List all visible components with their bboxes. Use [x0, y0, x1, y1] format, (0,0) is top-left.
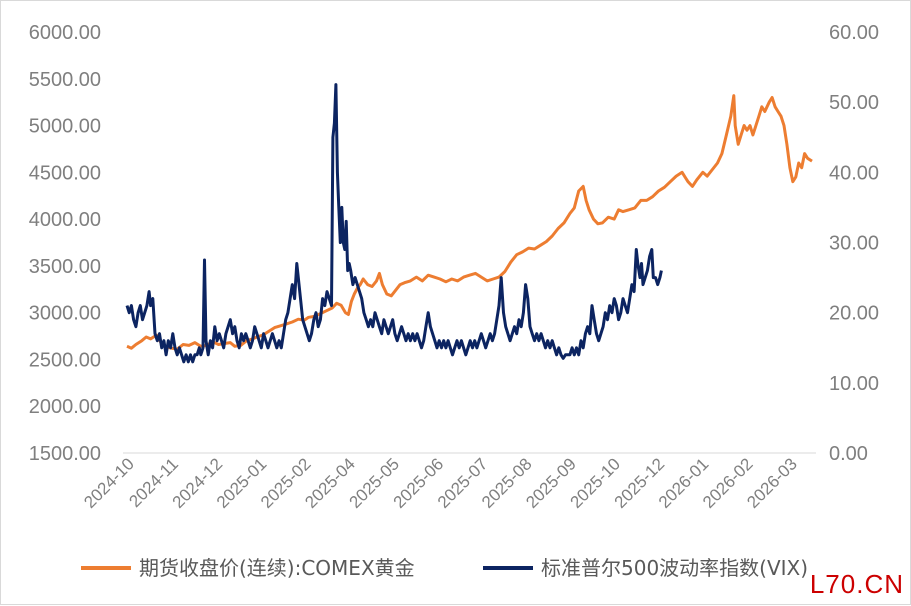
- left-y-tick-label: 2500.00: [29, 349, 101, 371]
- right-y-tick-label: 60.00: [829, 22, 879, 44]
- x-tick-label: 2026-03: [743, 454, 801, 512]
- x-axis: 2024-102024-112024-122025-012025-022025-…: [80, 454, 801, 512]
- right-y-tick-label: 50.00: [829, 92, 879, 114]
- left-y-tick-label: 5500.00: [29, 69, 101, 91]
- left-y-tick-label: 2000.00: [29, 396, 101, 418]
- left-y-tick-label: 4000.00: [29, 209, 101, 231]
- vix-series-line: [125, 83, 663, 364]
- left-y-tick-label: 4500.00: [29, 162, 101, 184]
- left-y-tick-label: 6000.00: [29, 22, 101, 44]
- gold-price-series-line: [126, 94, 813, 351]
- left-y-axis: 1500.00 2000.00 2500.00 3000.00 3500.00 4000.…: [29, 22, 101, 465]
- right-y-tick-label: 0.00: [829, 443, 868, 465]
- right-y-axis: 0.00 10.00 20.00 30.00 40.00 50.00 60.00: [829, 22, 879, 465]
- left-y-tick-label: 3000.00: [29, 303, 101, 325]
- left-y-tick-label: 5000.00: [29, 116, 101, 138]
- left-y-tick-label: 1500.00: [29, 443, 101, 465]
- right-y-tick-label: 10.00: [829, 373, 879, 395]
- right-y-tick-label: 20.00: [829, 303, 879, 325]
- legend-vix-label: 标准普尔500波动率指数(VIX): [541, 556, 808, 580]
- legend-gold-label: 期货收盘价(连续):COMEX黄金: [139, 556, 415, 580]
- legend: 期货收盘价(连续):COMEX黄金 标准普尔500波动率指数(VIX): [81, 556, 808, 580]
- watermark: L70.CN: [809, 569, 904, 599]
- right-y-tick-label: 40.00: [829, 162, 879, 184]
- right-y-tick-label: 30.00: [829, 233, 879, 255]
- left-y-tick-label: 3500.00: [29, 256, 101, 278]
